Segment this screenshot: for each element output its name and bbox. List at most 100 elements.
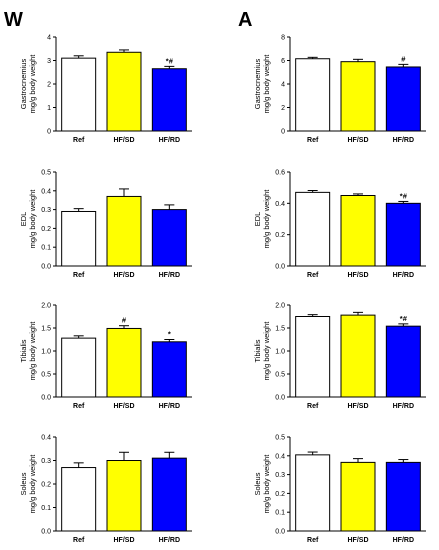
bar xyxy=(340,195,376,267)
significance-label: *# xyxy=(400,314,408,323)
x-tick-label: HF/RD xyxy=(393,537,414,544)
y-tick-label: 1.5 xyxy=(41,326,51,333)
x-tick-label: Ref xyxy=(307,537,319,544)
bar xyxy=(106,195,142,267)
y-tick-label: 0.4 xyxy=(275,453,285,460)
y-tick-label: 1.0 xyxy=(41,349,51,356)
significance-label: * xyxy=(168,330,171,339)
bar xyxy=(61,337,97,398)
y-axis-label-line: EDL xyxy=(19,212,28,227)
y-tick-label: 0.2 xyxy=(275,232,285,239)
y-tick-label: 0.6 xyxy=(275,170,285,177)
y-axis-label: Soleusmg/g body weight xyxy=(253,454,271,514)
y-axis-label-line: Soleus xyxy=(19,472,28,495)
y-tick-label: 0.5 xyxy=(41,372,51,379)
x-tick-label: HF/RD xyxy=(393,403,414,410)
x-tick-label: Ref xyxy=(307,272,319,279)
y-axis-label: EDLmg/g body weight xyxy=(19,189,37,249)
y-tick-label: 4 xyxy=(47,35,51,42)
bar xyxy=(106,327,142,398)
y-tick-label: 0 xyxy=(281,129,285,136)
y-tick-label: 1 xyxy=(47,105,51,112)
chart-a-1: 0 2 4 6 8 Gastrocnemiusmg/g body weight Ref HF/… xyxy=(253,35,426,144)
y-axis-label-line: Gastrocnemius xyxy=(253,59,262,110)
x-tick-label: HF/SD xyxy=(348,537,369,544)
bar xyxy=(340,461,376,532)
bar xyxy=(295,58,331,132)
y-axis-label: Soleusmg/g body weight xyxy=(19,454,37,514)
bar xyxy=(295,454,331,532)
chart-w-4: 0.0 0.1 0.2 0.3 0.4 Soleusmg/g body weight Ref… xyxy=(19,435,192,544)
panel-letter-a: A xyxy=(238,9,252,31)
y-axis-label-line: Soleus xyxy=(253,472,262,495)
y-tick-label: 1.5 xyxy=(275,326,285,333)
chart-a-4: 0.0 0.1 0.2 0.3 0.4 0.5 Soleusmg/g body weight… xyxy=(253,435,426,544)
x-tick-label: HF/RD xyxy=(159,137,180,144)
y-tick-label: 0.0 xyxy=(41,395,51,402)
y-axis-label: EDLmg/g body weight xyxy=(253,189,271,249)
y-tick-label: 0.0 xyxy=(275,264,285,271)
y-axis-label-line: mg/g body weight xyxy=(28,189,37,249)
y-axis-label-line: EDL xyxy=(253,212,262,227)
significance-label: # xyxy=(122,316,127,325)
y-axis-label: Tibialismg/g body weight xyxy=(19,321,37,381)
bar xyxy=(295,191,331,267)
x-tick-label: HF/RD xyxy=(159,272,180,279)
y-tick-label: 0 xyxy=(47,129,51,136)
y-tick-label: 0.3 xyxy=(41,458,51,465)
y-tick-label: 8 xyxy=(281,35,285,42)
y-tick-label: 0.3 xyxy=(275,472,285,479)
x-tick-label: Ref xyxy=(307,137,319,144)
x-tick-label: HF/RD xyxy=(393,272,414,279)
x-tick-label: Ref xyxy=(73,137,85,144)
y-tick-label: 2 xyxy=(281,105,285,112)
bar xyxy=(106,51,142,132)
y-axis-label-line: mg/g body weight xyxy=(262,454,271,514)
chart-w-1: 0 1 2 3 4 Gastrocnemiusmg/g body weight Ref HF/… xyxy=(19,35,192,144)
y-tick-label: 0.2 xyxy=(275,491,285,498)
bar xyxy=(106,460,142,532)
y-tick-label: 0.4 xyxy=(41,188,51,195)
y-tick-label: 0.0 xyxy=(41,529,51,536)
bar xyxy=(61,467,97,532)
x-tick-label: HF/RD xyxy=(159,403,180,410)
x-tick-label: HF/SD xyxy=(114,537,135,544)
y-tick-label: 0.1 xyxy=(41,245,51,252)
y-tick-label: 2 xyxy=(47,82,51,89)
y-tick-label: 0.5 xyxy=(275,435,285,442)
y-axis-label-line: mg/g body weight xyxy=(262,189,271,249)
y-tick-label: 0.5 xyxy=(275,372,285,379)
bar xyxy=(151,341,187,398)
chart-w-2: 0.0 0.1 0.2 0.3 0.4 0.5 EDLmg/g body weight Ref… xyxy=(19,170,192,279)
x-tick-label: HF/SD xyxy=(348,272,369,279)
y-axis-label: Tibialismg/g body weight xyxy=(253,321,271,381)
bar xyxy=(151,209,187,267)
x-tick-label: HF/RD xyxy=(393,137,414,144)
y-axis-label: Gastrocnemiusmg/g body weight xyxy=(253,54,271,114)
x-tick-label: Ref xyxy=(307,403,319,410)
x-tick-label: HF/SD xyxy=(348,403,369,410)
chart-a-2: 0.0 0.2 0.4 0.6 EDLmg/g body weight Ref HF/SD *… xyxy=(253,170,426,279)
significance-label: # xyxy=(401,54,406,63)
bar xyxy=(61,210,97,267)
x-tick-label: HF/SD xyxy=(114,272,135,279)
y-tick-label: 4 xyxy=(281,82,285,89)
x-tick-label: HF/SD xyxy=(114,403,135,410)
y-axis-label-line: mg/g body weight xyxy=(28,321,37,381)
bar xyxy=(295,316,331,398)
chart-w-3: 0.0 0.5 1.0 1.5 2.0 Tibialismg/g body weight R… xyxy=(19,303,192,410)
y-axis-label-line: mg/g body weight xyxy=(28,454,37,514)
y-axis-label: Gastrocnemiusmg/g body weight xyxy=(19,54,37,114)
x-tick-label: HF/RD xyxy=(159,537,180,544)
y-tick-label: 3 xyxy=(47,58,51,65)
y-axis-label-line: mg/g body weight xyxy=(262,321,271,381)
bar xyxy=(385,66,421,132)
bar xyxy=(151,457,187,532)
y-tick-label: 2.0 xyxy=(41,303,51,310)
y-axis-label-line: Tibialis xyxy=(253,339,262,362)
y-tick-label: 0.1 xyxy=(275,510,285,517)
y-axis-label-line: Gastrocnemius xyxy=(19,59,28,110)
y-tick-label: 0.5 xyxy=(41,170,51,177)
y-tick-label: 0.2 xyxy=(41,482,51,489)
